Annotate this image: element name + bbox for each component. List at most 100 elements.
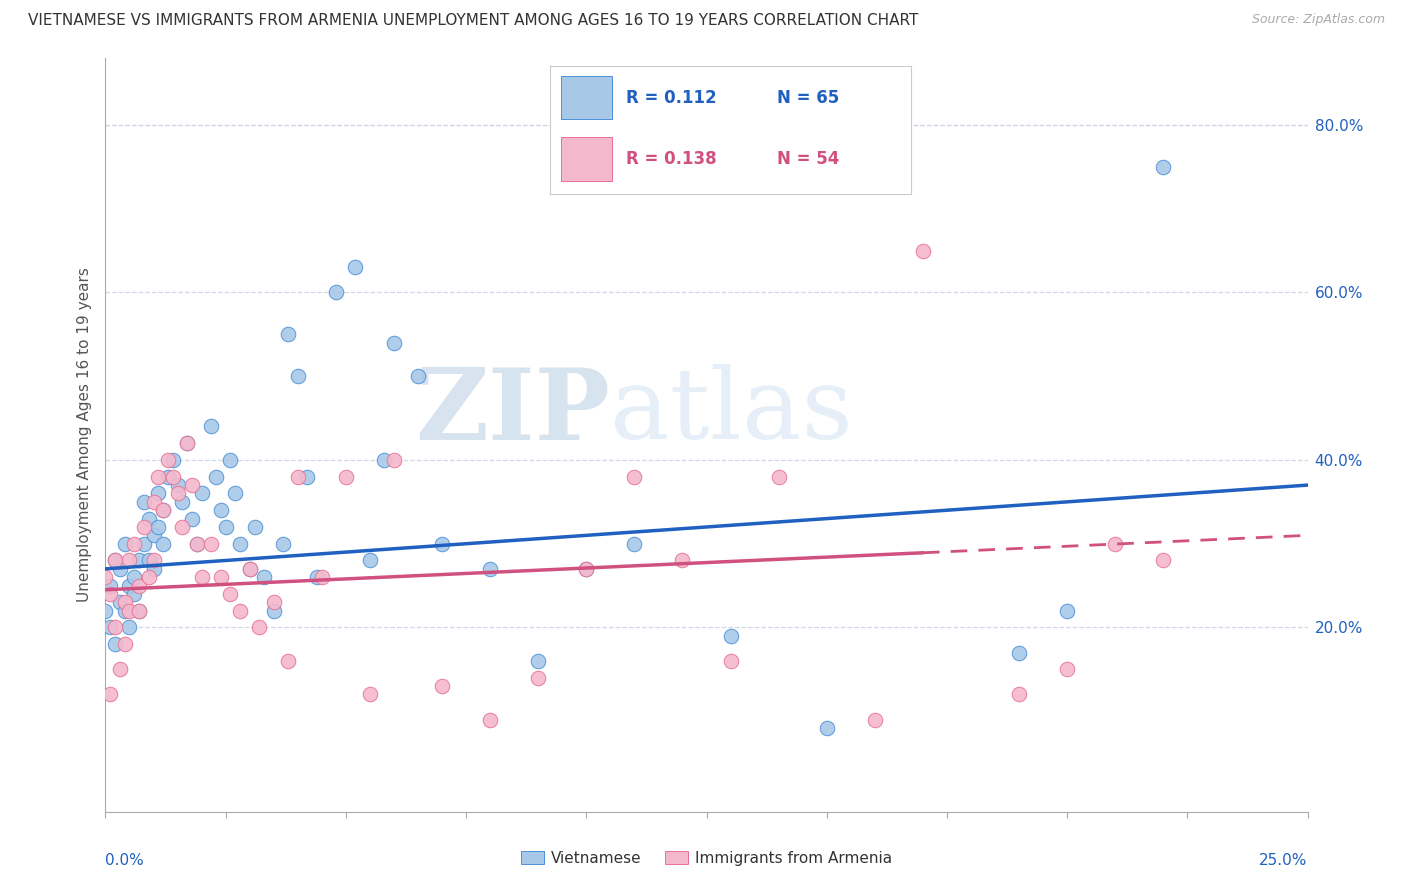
Point xyxy=(527,671,550,685)
Point xyxy=(166,478,188,492)
Point xyxy=(166,486,188,500)
Point xyxy=(1008,688,1031,702)
Point xyxy=(1152,160,1174,174)
Point xyxy=(430,537,453,551)
Point xyxy=(156,453,179,467)
Point xyxy=(138,553,160,567)
Point xyxy=(253,570,276,584)
Point xyxy=(118,620,141,634)
Point xyxy=(623,469,645,483)
Point xyxy=(181,478,204,492)
Point xyxy=(152,503,174,517)
Point xyxy=(219,587,242,601)
Point xyxy=(287,469,309,483)
Point xyxy=(132,495,155,509)
Point xyxy=(104,620,127,634)
Point xyxy=(214,520,236,534)
Legend: Vietnamese, Immigrants from Armenia: Vietnamese, Immigrants from Armenia xyxy=(515,845,898,871)
Point xyxy=(104,553,127,567)
Point xyxy=(176,436,198,450)
Point xyxy=(382,453,405,467)
Point xyxy=(138,511,160,525)
Point xyxy=(224,486,246,500)
Point xyxy=(1104,537,1126,551)
Point xyxy=(229,537,252,551)
Point xyxy=(575,562,598,576)
Point xyxy=(118,553,141,567)
Point xyxy=(239,562,262,576)
Point xyxy=(186,537,208,551)
Point xyxy=(142,528,165,542)
Point xyxy=(152,537,174,551)
Point xyxy=(128,578,150,592)
Point xyxy=(359,688,381,702)
Point xyxy=(200,419,222,434)
Point xyxy=(162,453,184,467)
Point xyxy=(128,604,150,618)
Point xyxy=(1152,553,1174,567)
Point xyxy=(124,570,146,584)
Point xyxy=(156,469,179,483)
Point xyxy=(406,369,429,384)
Point xyxy=(98,620,121,634)
Point xyxy=(128,604,150,618)
Point xyxy=(142,562,165,576)
Point xyxy=(205,469,228,483)
Point xyxy=(108,662,131,676)
Point xyxy=(108,595,131,609)
Point xyxy=(239,562,262,576)
Point xyxy=(124,537,146,551)
Point xyxy=(911,244,934,258)
Point xyxy=(325,285,347,300)
Point xyxy=(287,369,309,384)
Point xyxy=(132,520,155,534)
Point xyxy=(277,327,299,342)
Point xyxy=(108,562,131,576)
Point xyxy=(114,637,136,651)
Point xyxy=(162,469,184,483)
Text: 0.0%: 0.0% xyxy=(105,853,145,868)
Point xyxy=(359,553,381,567)
Point xyxy=(815,721,838,735)
Point xyxy=(124,587,146,601)
Point xyxy=(172,495,194,509)
Point xyxy=(263,604,285,618)
Point xyxy=(768,469,790,483)
Point xyxy=(273,537,295,551)
Point xyxy=(104,553,127,567)
Point xyxy=(190,570,212,584)
Point xyxy=(104,637,127,651)
Point xyxy=(209,503,232,517)
Point xyxy=(148,520,170,534)
Point xyxy=(114,595,136,609)
Point xyxy=(382,335,405,350)
Point xyxy=(305,570,328,584)
Point xyxy=(172,520,194,534)
Text: atlas: atlas xyxy=(610,364,853,460)
Point xyxy=(479,713,502,727)
Point xyxy=(720,654,742,668)
Point xyxy=(247,620,270,634)
Point xyxy=(200,537,222,551)
Point xyxy=(623,537,645,551)
Text: ZIP: ZIP xyxy=(415,364,610,461)
Point xyxy=(94,604,117,618)
Point xyxy=(575,562,598,576)
Point xyxy=(138,570,160,584)
Point xyxy=(114,604,136,618)
Point xyxy=(344,260,367,275)
Point xyxy=(114,537,136,551)
Point xyxy=(176,436,198,450)
Text: 25.0%: 25.0% xyxy=(1260,853,1308,868)
Point xyxy=(297,469,319,483)
Point xyxy=(148,469,170,483)
Point xyxy=(243,520,266,534)
Point xyxy=(98,587,121,601)
Point xyxy=(118,604,141,618)
Point xyxy=(1008,646,1031,660)
Point xyxy=(1056,604,1078,618)
Point xyxy=(209,570,232,584)
Point xyxy=(1056,662,1078,676)
Point xyxy=(277,654,299,668)
Point xyxy=(190,486,212,500)
